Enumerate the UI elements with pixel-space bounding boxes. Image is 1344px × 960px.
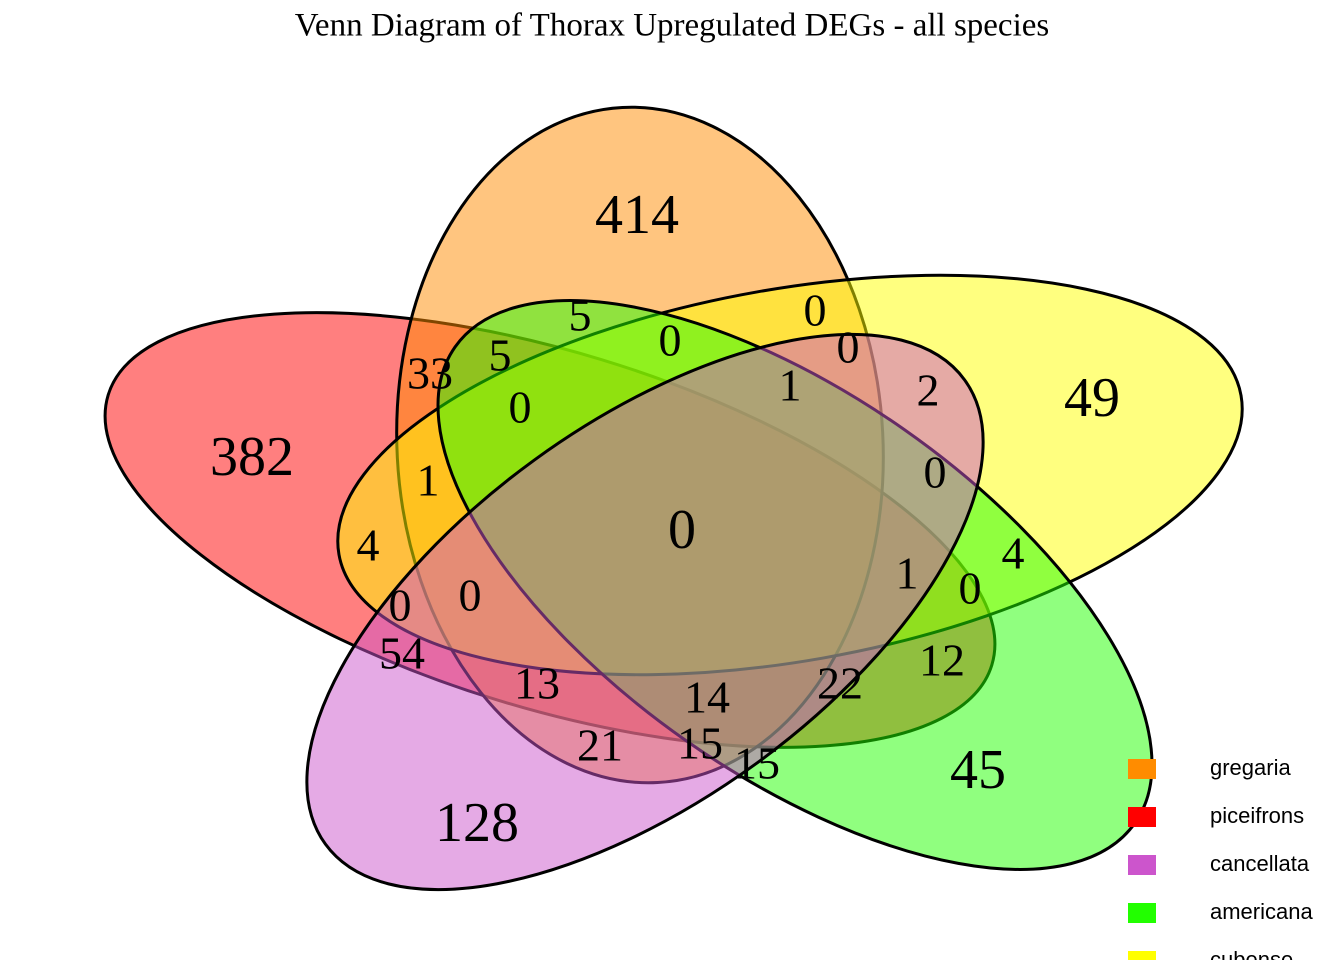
legend-label: cubense — [1210, 947, 1293, 960]
region-count: 4 — [357, 520, 380, 571]
legend-swatch — [1128, 855, 1156, 875]
region-count: 0 — [804, 285, 827, 336]
legend: gregaria piceifrons cancellata americana cub… — [1128, 755, 1313, 960]
legend-swatch — [1128, 807, 1156, 827]
region-count: 0 — [959, 563, 982, 614]
region-count: 22 — [817, 658, 863, 709]
region-count: 128 — [435, 792, 519, 854]
region-count: 0 — [509, 382, 532, 433]
set-ellipse — [305, 332, 985, 892]
region-count: 2 — [917, 365, 940, 416]
region-count: 21 — [577, 720, 623, 771]
region-count: 12 — [919, 635, 965, 686]
region-count: 1 — [779, 360, 802, 411]
region-count: 14 — [684, 672, 730, 723]
region-count: 1 — [896, 548, 919, 599]
region-count: 0 — [924, 447, 947, 498]
legend-swatch — [1128, 951, 1156, 960]
region-count: 5 — [569, 290, 592, 341]
region-count: 0 — [659, 315, 682, 366]
region-count: 54 — [379, 628, 425, 679]
region-count: 15 — [734, 738, 780, 789]
legend-label: americana — [1210, 899, 1313, 924]
region-count: 13 — [514, 658, 560, 709]
region-count: 414 — [595, 184, 679, 246]
legend-swatch — [1128, 759, 1156, 779]
region-count: 15 — [677, 718, 723, 769]
region-count: 1 — [417, 455, 440, 506]
region-count: 0 — [389, 580, 412, 631]
region-count: 45 — [950, 739, 1006, 801]
legend-label: gregaria — [1210, 755, 1291, 780]
region-count: 49 — [1064, 367, 1120, 429]
region-count: 0 — [668, 499, 696, 561]
chart-title: Venn Diagram of Thorax Upregulated DEGs … — [295, 8, 1050, 44]
venn-sets — [103, 105, 1244, 892]
region-count: 4 — [1002, 528, 1025, 579]
region-count: 0 — [459, 570, 482, 621]
legend-label: cancellata — [1210, 851, 1310, 876]
region-count: 33 — [407, 348, 453, 399]
legend-swatch — [1128, 903, 1156, 923]
region-count: 5 — [489, 330, 512, 381]
region-count: 382 — [210, 426, 294, 488]
legend-label: piceifrons — [1210, 803, 1304, 828]
region-count: 0 — [837, 322, 860, 373]
